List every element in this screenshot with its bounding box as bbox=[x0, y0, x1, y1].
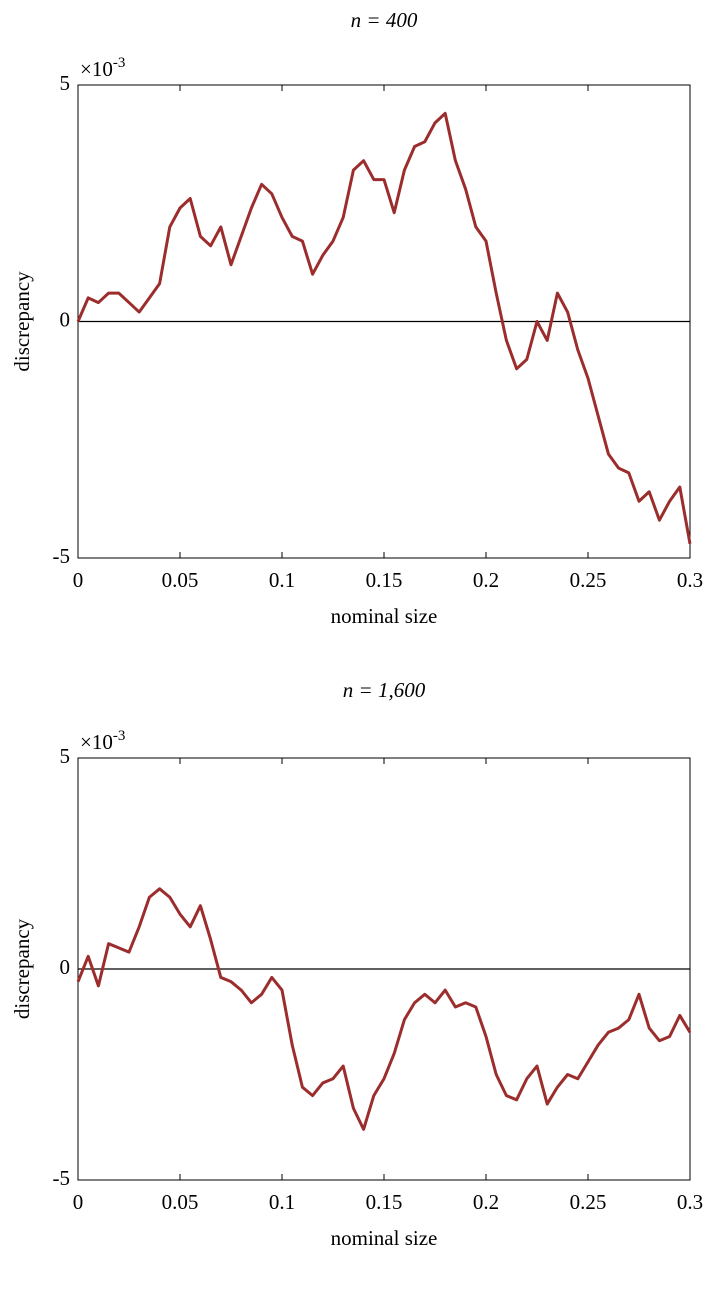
data-line bbox=[76, 111, 692, 545]
x-tick-label: 0.1 bbox=[269, 568, 295, 592]
data-line bbox=[76, 887, 692, 1131]
y-multiplier: ×10-3 bbox=[80, 55, 125, 80]
multiplier-base: ×10 bbox=[80, 57, 113, 81]
x-tick-label: 0.2 bbox=[473, 568, 499, 592]
y-axis-label: discrepancy bbox=[10, 918, 34, 1019]
y-axis-label: discrepancy bbox=[10, 271, 34, 372]
multiplier-exponent: -3 bbox=[113, 728, 126, 744]
x-tick-label: 0.05 bbox=[162, 1190, 199, 1214]
y-multiplier: ×10-3 bbox=[80, 728, 125, 753]
y-tick-label: 0 bbox=[60, 307, 71, 331]
chart-title: n = 400 bbox=[351, 8, 418, 32]
y-tick-label: -5 bbox=[53, 544, 71, 568]
x-tick-label: 0.05 bbox=[162, 568, 199, 592]
x-tick-label: 0.3 bbox=[677, 1190, 703, 1214]
y-tick-label: -5 bbox=[53, 1166, 71, 1190]
x-axis-label: nominal size bbox=[331, 604, 438, 628]
x-tick-label: 0.15 bbox=[366, 1190, 403, 1214]
x-tick-label: 0.25 bbox=[570, 568, 607, 592]
multiplier-exponent: -3 bbox=[113, 55, 126, 71]
x-tick-label: 0.2 bbox=[473, 1190, 499, 1214]
x-axis-label: nominal size bbox=[331, 1226, 438, 1250]
y-tick-label: 0 bbox=[60, 955, 71, 979]
x-tick-label: 0.25 bbox=[570, 1190, 607, 1214]
y-tick-label: 5 bbox=[60, 71, 71, 95]
multiplier-base: ×10 bbox=[80, 730, 113, 754]
x-tick-label: 0.1 bbox=[269, 1190, 295, 1214]
x-tick-label: 0.15 bbox=[366, 568, 403, 592]
x-tick-label: 0 bbox=[73, 1190, 84, 1214]
x-tick-label: 0 bbox=[73, 568, 84, 592]
x-tick-label: 0.3 bbox=[677, 568, 703, 592]
y-tick-label: 5 bbox=[60, 744, 71, 768]
chart-title: n = 1,600 bbox=[343, 678, 426, 702]
